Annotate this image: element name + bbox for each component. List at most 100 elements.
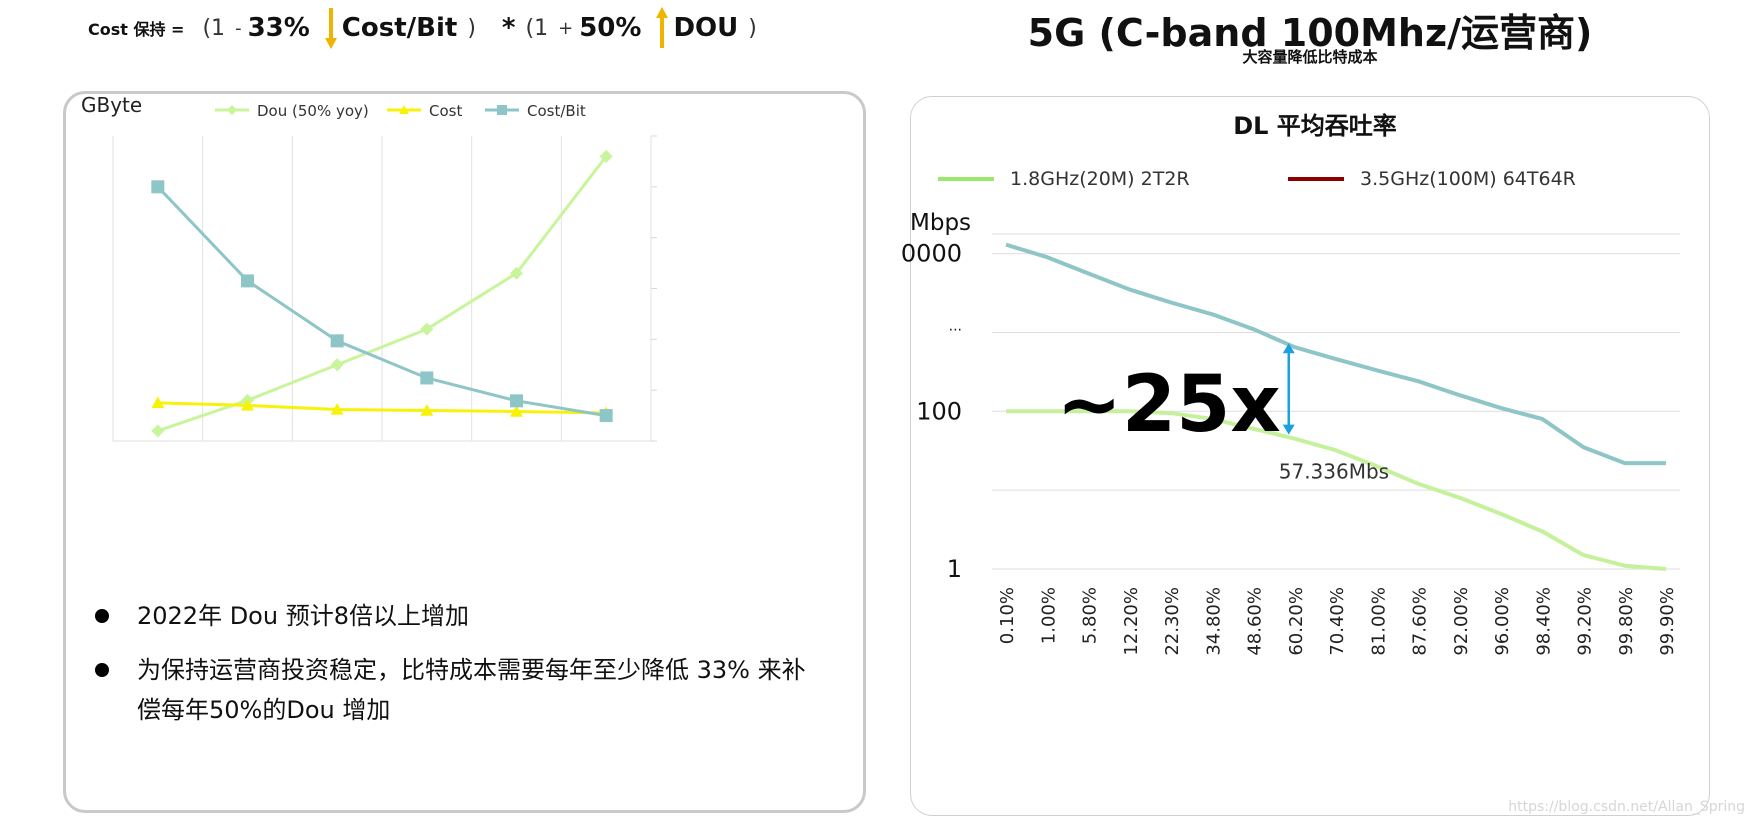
data-point (151, 424, 165, 438)
legend-label: Cost/Bit (527, 102, 586, 120)
x-tick-label: 92.00% (1451, 587, 1472, 656)
marker-triangle (241, 398, 254, 411)
formula-cost-label: Cost 保持 = (88, 20, 185, 39)
legend-item: Dou (50% yoy) (215, 102, 369, 120)
left-panel (63, 91, 866, 813)
formula-percent-2: 50% (579, 13, 642, 43)
down-arrow-icon (324, 8, 337, 49)
data-point (599, 409, 613, 423)
formula-multiply: * (501, 13, 516, 43)
x-tick-label: 48.60% (1245, 587, 1266, 656)
formula-open-paren-1: (1 (202, 15, 226, 41)
formula-close-paren-2: ) (748, 15, 757, 41)
y-tick-label: ... (949, 318, 962, 334)
data-point (151, 396, 165, 409)
x-tick-label: 87.60% (1410, 587, 1431, 656)
y-axis-label: Mbps (910, 210, 971, 236)
data-point (241, 398, 254, 411)
series-line (156, 185, 607, 418)
data-point (420, 404, 434, 416)
x-tick-label: 99.20% (1575, 587, 1596, 656)
x-tick-label: 34.80% (1203, 587, 1224, 656)
bullet-item: 2022年 Dou 预计8倍以上增加 (95, 596, 835, 636)
x-tick-label: 99.90% (1657, 587, 1678, 656)
x-tick-label: 81.00% (1368, 587, 1389, 656)
marker-diamond (510, 266, 523, 280)
double-arrow-icon (1282, 343, 1295, 435)
x-tick-label: 60.20% (1286, 587, 1307, 656)
x-tick-label: 96.00% (1492, 587, 1513, 656)
arrow-head-bottom (1282, 424, 1295, 435)
dl-throughput-chart: DL 平均吞吐率 1.8GHz(20M) 2T2R 3.5GHz(100M) 64T… (900, 112, 1680, 656)
data-point (330, 358, 344, 372)
marker-diamond (227, 105, 237, 115)
data-point (420, 371, 434, 385)
marker-diamond (420, 322, 434, 336)
y-tick-label: 1 (947, 555, 962, 583)
bullet-dot (95, 663, 109, 677)
x-tick-label: 5.80% (1080, 587, 1101, 644)
right-title: 5G (C-band 100Mhz/运营商) (1027, 11, 1593, 55)
arrow-head-top (1282, 343, 1295, 354)
series-line (1005, 242, 1666, 466)
legend-item: Cost (387, 102, 462, 120)
bullet-list: 2022年 Dou 预计8倍以上增加 为保持运营商投资稳定，比特成本需要每年至少… (95, 596, 835, 744)
y-tick-label: 100 (916, 397, 962, 425)
legend-item: 3.5GHz(100M) 64T64R (1288, 168, 1576, 190)
series-line (1006, 409, 1667, 571)
data-point (510, 405, 523, 417)
data-point (510, 394, 523, 408)
y-axis-label: GByte (81, 93, 142, 117)
dou-cost-chart: GByte Dou (50% yoy) Cost Cost/Bit (81, 93, 657, 442)
marker-triangle (151, 396, 165, 409)
formula-dou: DOU (673, 13, 739, 43)
legend-label: 1.8GHz(20M) 2T2R (1010, 168, 1190, 190)
right-subtitle: 大容量降低比特成本 (1242, 48, 1378, 66)
annotation-ratio: ~25x (1057, 360, 1281, 450)
right-panel (910, 96, 1710, 816)
marker-square (151, 180, 165, 194)
marker-triangle (330, 402, 344, 415)
legend-label: 3.5GHz(100M) 64T64R (1360, 168, 1576, 190)
formula-minus: - (235, 17, 242, 39)
data-point (599, 149, 613, 163)
x-tick-label: 70.40% (1327, 587, 1348, 656)
data-point (420, 322, 434, 336)
marker-diamond (599, 149, 613, 163)
bullet-dot (95, 609, 109, 623)
marker-triangle (399, 105, 409, 114)
data-point (330, 402, 344, 415)
data-point (510, 266, 523, 280)
marker-diamond (151, 424, 165, 438)
y-tick-label: 10000 (900, 240, 962, 268)
data-point (241, 274, 254, 288)
annotation-value: 57.336Mbs (1279, 460, 1389, 484)
cost-formula: Cost 保持 = (1 - 33% Cost/Bit ) * (1 + 50%… (88, 6, 761, 50)
formula-plus: + (558, 17, 574, 39)
marker-square (510, 394, 523, 408)
x-tick-label: 98.40% (1533, 587, 1554, 656)
formula-open-paren-2: (1 (525, 15, 549, 41)
data-point (151, 180, 165, 194)
series-line (157, 401, 607, 415)
x-tick-label: 99.80% (1616, 587, 1637, 656)
marker-square (420, 371, 434, 385)
legend-item: 1.8GHz(20M) 2T2R (938, 168, 1190, 190)
marker-triangle (510, 405, 523, 417)
data-point (330, 334, 344, 348)
marker-square (497, 105, 507, 115)
marker-square (599, 409, 613, 423)
bullet-text-1: 2022年 Dou 预计8倍以上增加 (137, 602, 469, 630)
marker-diamond (330, 358, 344, 372)
legend-label: Cost (429, 102, 462, 120)
chart-title: DL 平均吞吐率 (1233, 112, 1397, 140)
formula-close-paren-1: ) (467, 15, 476, 41)
watermark: https://blog.csdn.net/Allan_Spring (1508, 799, 1745, 815)
x-tick-label: 22.30% (1162, 587, 1183, 656)
formula-percent-1: 33% (247, 13, 310, 43)
x-tick-label: 1.00% (1038, 587, 1059, 644)
x-tick-label: 12.20% (1121, 587, 1142, 656)
bullet-text-2: 为保持运营商投资稳定，比特成本需要每年至少降低 33% 来补偿每年50%的Dou… (137, 656, 806, 724)
legend-label: Dou (50% yoy) (257, 102, 369, 120)
bullet-item: 为保持运营商投资稳定，比特成本需要每年至少降低 33% 来补偿每年50%的Dou… (95, 650, 835, 730)
